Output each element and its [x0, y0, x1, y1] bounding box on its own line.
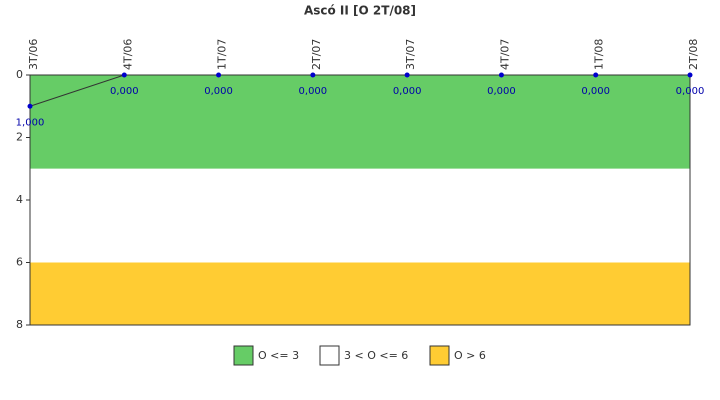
- point: [404, 72, 410, 78]
- value-label: 0,000: [581, 86, 610, 97]
- x-tick-label: 2T/07: [310, 39, 323, 70]
- band: [30, 168, 690, 263]
- point: [593, 72, 599, 78]
- point: [498, 72, 504, 78]
- x-tick-label: 4T/07: [498, 39, 511, 70]
- value-label: 0,000: [204, 86, 233, 97]
- y-tick-label: 6: [16, 256, 23, 269]
- point: [687, 72, 693, 78]
- value-label: 0,000: [393, 86, 422, 97]
- x-tick-label: 3T/06: [27, 39, 40, 70]
- x-tick-label: 3T/07: [404, 39, 417, 70]
- y-tick-label: 0: [16, 68, 23, 81]
- y-tick-label: 2: [16, 131, 23, 144]
- point: [27, 103, 33, 109]
- x-tick-label: 4T/06: [121, 39, 134, 70]
- point: [121, 72, 127, 78]
- value-label: 0,000: [299, 86, 328, 97]
- legend-swatch: [233, 345, 254, 366]
- band: [30, 75, 690, 169]
- value-label: 1,000: [16, 117, 45, 128]
- value-label: 0,000: [110, 86, 139, 97]
- legend-swatch: [319, 345, 340, 366]
- x-tick-label: 1T/07: [216, 39, 229, 70]
- point: [216, 72, 222, 78]
- chart-title: Ascó II [O 2T/08]: [304, 4, 416, 18]
- band: [30, 262, 690, 325]
- legend-label: O <= 3: [258, 349, 299, 362]
- y-tick-label: 8: [16, 318, 23, 331]
- y-tick-label: 4: [16, 193, 23, 206]
- legend-label: O > 6: [454, 349, 486, 362]
- point: [310, 72, 316, 78]
- value-label: 0,000: [487, 86, 516, 97]
- x-tick-label: 1T/08: [593, 39, 606, 70]
- line: [29, 74, 690, 107]
- value-label: 0,000: [676, 86, 705, 97]
- x-tick-label: 2T/08: [687, 39, 700, 70]
- legend-swatch: [429, 345, 450, 366]
- legend-label: 3 < O <= 6: [344, 349, 408, 362]
